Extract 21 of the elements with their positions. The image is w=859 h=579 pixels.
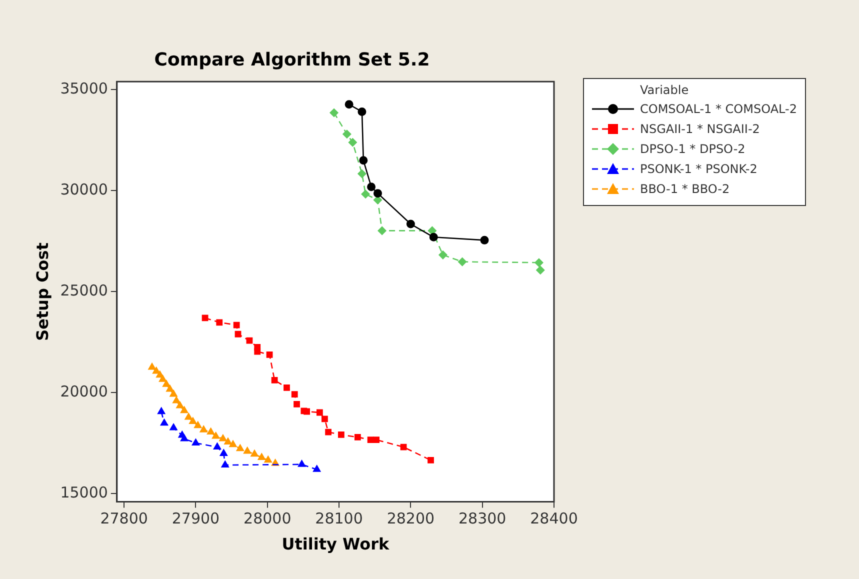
legend-title: Variable xyxy=(639,83,690,97)
y-tick-label: 30000 xyxy=(60,180,108,199)
x-tick-label: 27900 xyxy=(172,510,220,528)
y-tick-label: 25000 xyxy=(60,282,108,300)
x-tick-label: 28100 xyxy=(315,510,363,528)
y-tick-label: 35000 xyxy=(60,80,108,98)
x-tick-label: 27800 xyxy=(100,510,148,528)
y-tick-label: 15000 xyxy=(60,484,108,502)
legend-label: COMSOAL-1 * COMSOAL-2 xyxy=(640,102,797,116)
legend-label: PSONK-1 * PSONK-2 xyxy=(640,162,758,176)
x-tick-label: 28300 xyxy=(458,510,506,528)
legend-label: DPSO-1 * DPSO-2 xyxy=(640,142,746,156)
legend-label: NSGAII-1 * NSGAII-2 xyxy=(640,122,760,136)
x-tick-label: 28400 xyxy=(530,510,578,528)
y-tick-label: 20000 xyxy=(60,382,108,401)
legend-label: BBO-1 * BBO-2 xyxy=(640,182,730,196)
x-tick-label: 28000 xyxy=(244,510,292,528)
chart-title: Compare Algorithm Set 5.2 xyxy=(154,49,430,70)
y-axis-title: Setup Cost xyxy=(32,242,52,341)
x-tick-label: 28200 xyxy=(386,510,435,528)
x-axis-title: Utility Work xyxy=(282,534,390,554)
